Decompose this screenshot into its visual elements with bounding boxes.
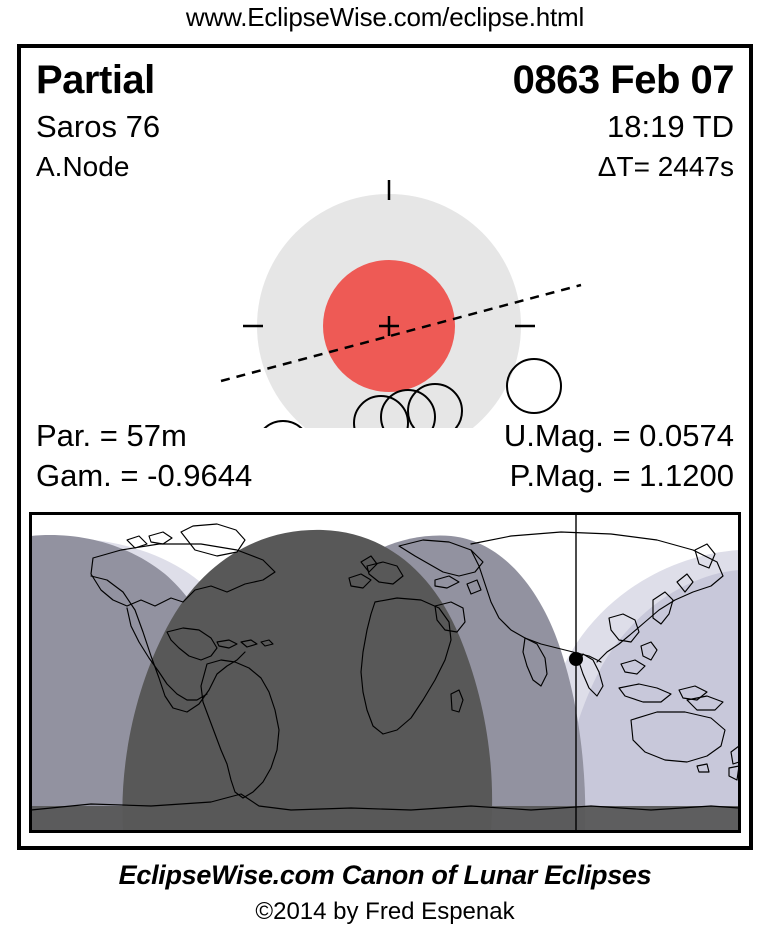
shadow-geometry-diagram: [21, 108, 749, 476]
footer-copyright: ©2014 by Fred Espenak: [255, 898, 515, 925]
eclipse-type-title: Partial: [36, 58, 155, 102]
node-label: A.Node: [36, 151, 130, 182]
eclipse-date: 0863 Feb 07: [512, 58, 735, 102]
visibility-world-map: [29, 512, 741, 833]
coastline-outlines: [31, 523, 739, 811]
umbral-magnitude-value: U.Mag. = 0.0574: [503, 418, 734, 453]
map-zone-mid-right: [562, 570, 739, 831]
source-url: www.EclipseWise.com/eclipse.html: [185, 2, 585, 32]
gamma-value: Gam. = -0.9644: [36, 458, 253, 493]
parallax-value: Par. = 57m: [36, 418, 187, 453]
map-zone-total-dark: [122, 529, 493, 831]
sublunar-point-marker: [569, 652, 583, 666]
penumbral-magnitude-value: P.Mag. = 1.1200: [509, 458, 734, 493]
delta-t-value: ΔT= 2447s: [597, 151, 734, 182]
saros-series-label: Saros 76: [36, 109, 161, 144]
eclipse-panel: Partial 0863 Feb 07 Saros 76 18:19 TD A.…: [17, 44, 753, 850]
footer-canon-title: EclipseWise.com Canon of Lunar Eclipses: [118, 860, 652, 890]
lunar-path-dashed: [220, 283, 582, 383]
moon-circle-p4: [506, 358, 562, 414]
map-zone-bottom-dark: [31, 806, 739, 831]
map-frame: [31, 514, 739, 831]
greatest-eclipse-time: 18:19 TD: [607, 109, 734, 144]
